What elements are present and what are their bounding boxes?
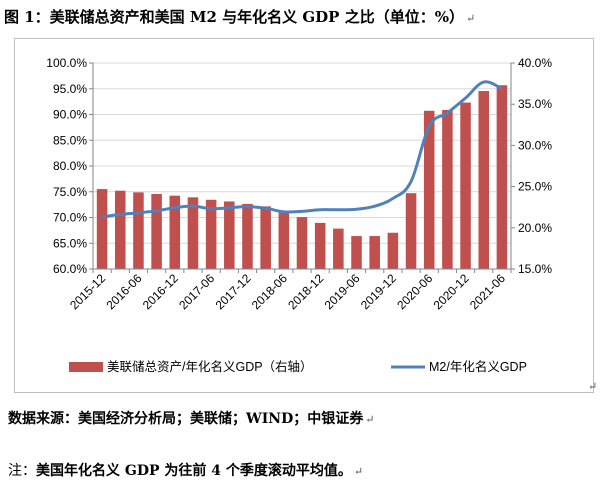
bar (314, 222, 326, 269)
figure-title: 图 1：美联储总资产和美国 M2 与年化名义 GDP 之比（单位：%） ↵ (4, 6, 475, 27)
bar (333, 228, 344, 269)
bar (351, 236, 362, 269)
bar (405, 193, 417, 269)
bar (460, 102, 471, 269)
y-right-tick-label: 35.0% (518, 97, 552, 111)
paragraph-mark-icon: ↵ (588, 380, 598, 393)
y-left-tick-label: 90.0% (53, 108, 87, 122)
y-left-tick-label: 80.0% (53, 159, 87, 173)
legend-label: M2/年化名义GDP (429, 359, 527, 374)
y-left-tick-label: 65.0% (53, 236, 87, 250)
y-axis-right-labels: 15.0% 20.0% 25.0% 30.0% 35.0% 40.0% (518, 56, 552, 276)
x-tick-label: 2020-06 (394, 271, 435, 312)
bar (187, 197, 199, 269)
bar (96, 189, 108, 269)
chart-gridlines (93, 62, 511, 270)
y-left-tick-label: 75.0% (53, 185, 87, 199)
y-right-tick-label: 40.0% (518, 56, 552, 70)
bar (205, 199, 217, 269)
y-left-tick-label: 60.0% (53, 262, 87, 276)
x-tick-label: 2015-12 (67, 271, 108, 312)
y-right-tick-label: 15.0% (518, 262, 552, 276)
chart-line-series (101, 80, 503, 219)
paragraph-mark-icon: ↵ (353, 465, 364, 478)
y-right-tick-label: 25.0% (518, 180, 552, 194)
legend-bar-swatch (69, 362, 103, 372)
y-right-tick-label: 30.0% (518, 138, 552, 152)
bar (114, 190, 126, 269)
chart-bars (96, 85, 508, 270)
y-left-tick-label: 85.0% (53, 133, 87, 147)
note-line: 注：美国年化名义 GDP 为往前 4 个季度滚动平均值。 ↵ (8, 460, 363, 480)
x-tick-label: 2016-12 (140, 271, 181, 312)
legend-label: 美联储总资产/年化名义GDP（右轴） (107, 359, 313, 374)
bar (478, 91, 490, 270)
paragraph-mark-icon: ↵ (465, 12, 476, 25)
x-tick-label: 2016-06 (104, 271, 145, 312)
x-tick-label: 2019-06 (322, 271, 363, 312)
bar (242, 203, 253, 269)
y-axis-left-labels: 60.0% 65.0% 70.0% 75.0% 80.0% 85.0% 90.0% 95.0%… (46, 56, 87, 276)
chart-frame: 60.0% 65.0% 70.0% 75.0% 80.0% 85.0% 90.0% 95.0%… (14, 38, 594, 393)
y-right-tick-label: 20.0% (518, 221, 552, 235)
y-left-tick-label: 95.0% (53, 82, 87, 96)
note-text: 美国年化名义 GDP 为往前 4 个季度滚动平均值。 (36, 463, 352, 479)
bar (133, 192, 144, 269)
x-tick-label: 2017-06 (176, 271, 217, 312)
source-line: 数据来源：美国经济分析局；美联储；WIND；中银证券 ↵ (8, 408, 374, 428)
x-tick-label: 2018-12 (285, 271, 326, 312)
bar (260, 206, 271, 269)
line-series-m2-gdp (101, 80, 503, 219)
bar (151, 194, 162, 269)
x-tick-label: 2019-12 (358, 271, 399, 312)
bar (387, 232, 399, 269)
combo-chart: 60.0% 65.0% 70.0% 75.0% 80.0% 85.0% 90.0% 95.0%… (46, 56, 552, 374)
y-left-tick-label: 70.0% (53, 211, 87, 225)
note-label: 注： (8, 463, 36, 479)
bar (442, 109, 453, 269)
bar (169, 195, 181, 269)
bar (423, 110, 435, 270)
bar (224, 201, 235, 269)
paragraph-mark-icon: ↵ (365, 413, 375, 426)
x-tick-label: 2020-12 (431, 271, 472, 312)
source-text: 美国经济分析局；美联储；WIND；中银证券 (78, 411, 364, 427)
figure-title-text: 图 1：美联储总资产和美国 M2 与年化名义 GDP 之比（单位：%） (4, 8, 464, 26)
x-tick-label: 2018-06 (249, 271, 290, 312)
x-axis-labels: 2015-122016-062016-122017-062017-122018-… (67, 271, 508, 312)
chart-legend: 美联储总资产/年化名义GDP（右轴） M2/年化名义GDP (69, 359, 527, 374)
y-left-tick-label: 100.0% (46, 56, 87, 70)
bar (369, 236, 380, 269)
x-tick-label: 2017-12 (213, 271, 254, 312)
bar (278, 211, 290, 269)
chart-axes (89, 62, 515, 273)
x-tick-label: 2021-06 (467, 271, 508, 312)
bar (496, 85, 508, 269)
source-label: 数据来源： (8, 411, 78, 427)
bar (296, 217, 308, 269)
